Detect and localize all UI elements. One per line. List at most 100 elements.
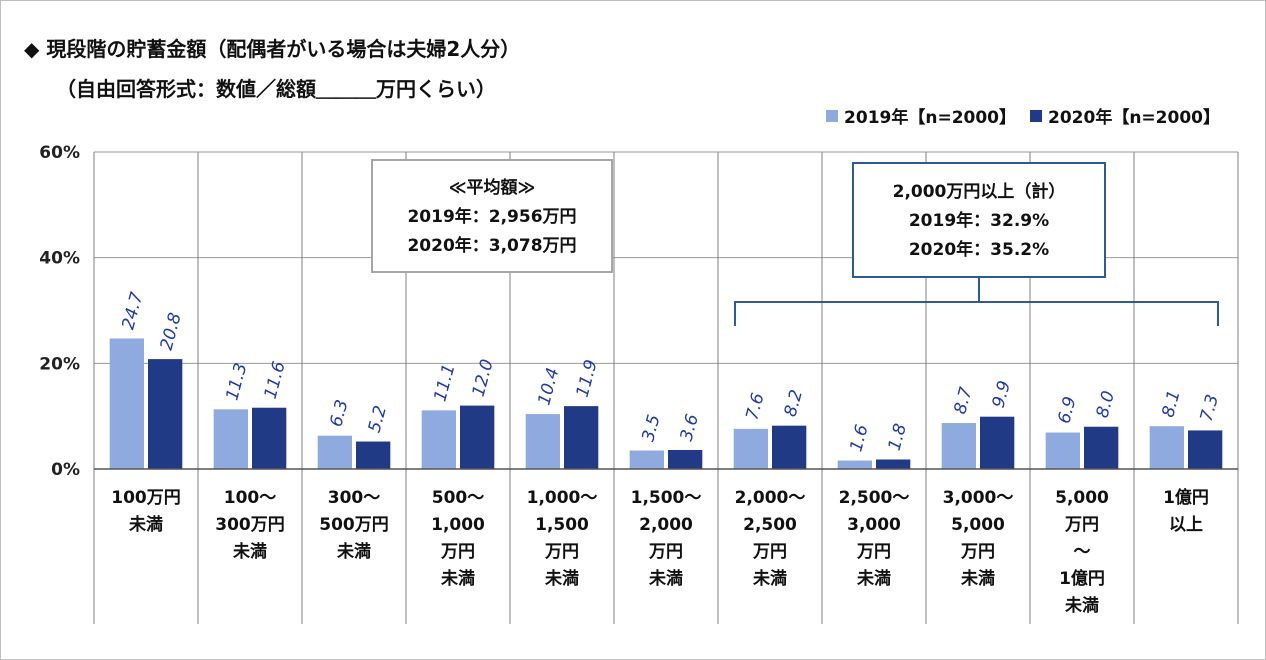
category-label: 未満 (336, 541, 371, 562)
total-box-heading: 2,000万円以上（計） (893, 181, 1066, 202)
category-label: 未満 (544, 568, 579, 589)
value-label-2019: 1.6 (846, 422, 872, 453)
average-box-heading: ≪平均額≫ (449, 177, 536, 198)
category-label: 3,000 (847, 515, 901, 535)
category-label: 以上 (1169, 515, 1203, 535)
category-label: 1億円 (1059, 568, 1105, 589)
category-label: 1,000 (431, 515, 485, 535)
value-label-2020: 1.8 (885, 421, 911, 452)
category-label: 万円 (1064, 515, 1099, 535)
category-label: 300万円 (215, 515, 285, 535)
category-label: 未満 (960, 568, 995, 589)
value-label-2019: 11.1 (430, 362, 459, 404)
bar-2020 (980, 416, 1015, 469)
bar-2020 (1084, 426, 1119, 469)
legend-label-2020: 2020年【n=2000】 (1048, 108, 1220, 128)
category-label: 万円 (856, 542, 891, 562)
category-label: 2,000～ (735, 488, 806, 508)
value-label-2019: 6.3 (326, 398, 352, 429)
bar-2019 (213, 409, 248, 469)
y-tick-label: 40% (39, 249, 80, 269)
category-label: 未満 (856, 568, 891, 589)
legend-swatch-2020 (1030, 109, 1043, 122)
category-label: 1,500 (535, 515, 589, 535)
value-label-2019: 6.9 (1054, 395, 1080, 426)
category-label: 1,500～ (631, 488, 702, 508)
total-box-2020: 2020年：35.2% (909, 239, 1049, 260)
value-label-2019: 10.4 (534, 366, 563, 408)
category-label: 未満 (1064, 595, 1099, 616)
category-label: 万円 (648, 542, 683, 562)
value-label-2020: 8.0 (1093, 389, 1119, 420)
bar-2019 (317, 435, 352, 469)
bar-2020 (876, 459, 911, 469)
category-label: 未満 (648, 568, 683, 589)
category-label: 未満 (440, 568, 475, 589)
category-label: 500～ (432, 488, 485, 508)
value-label-2019: 11.3 (222, 361, 251, 403)
bar-2019 (421, 410, 456, 469)
category-label: 1,000～ (527, 488, 598, 508)
category-label: 100万円 (111, 488, 181, 508)
total-annotation-box: 2,000万円以上（計） 2019年：32.9% 2020年：35.2% (734, 162, 1219, 326)
category-label: 未満 (232, 541, 267, 562)
y-tick-label: 0% (51, 460, 80, 480)
y-tick-label: 20% (39, 354, 80, 374)
average-box-border (371, 159, 613, 273)
bar-2020 (1188, 430, 1223, 469)
value-label-2019: 24.7 (118, 290, 147, 332)
value-label-2019: 7.6 (742, 391, 768, 422)
value-label-2020: 11.6 (261, 359, 290, 401)
legend-label-2019: 2019年【n=2000】 (844, 108, 1017, 128)
legend-item-2020: 2020年【n=2000】 (1030, 103, 1220, 128)
value-label-2020: 7.3 (1197, 392, 1223, 423)
value-label-2019: 8.1 (1158, 388, 1184, 419)
category-label: 300～ (328, 488, 381, 508)
chart-subtitle: （自由回答形式：数値／総額＿＿＿万円くらい） (56, 77, 496, 101)
chart-title: ◆ 現段階の貯蓄金額（配偶者がいる場合は夫婦2人分） (24, 37, 521, 61)
value-label-2020: 11.9 (573, 358, 602, 400)
bar-2019 (733, 428, 768, 469)
bar-2019 (1149, 426, 1184, 469)
total-box-2019: 2019年：32.9% (909, 210, 1049, 231)
legend-item-2019: 2019年【n=2000】 (826, 103, 1016, 128)
category-label: ～ (1074, 542, 1091, 562)
category-label: 未満 (752, 568, 787, 589)
category-label: 1億円 (1163, 487, 1209, 508)
category-label: 2,500～ (839, 488, 910, 508)
total-bracket (734, 277, 1219, 326)
bar-2020 (668, 449, 703, 469)
legend: 2019年【n=2000】 2020年【n=2000】 (826, 103, 1220, 128)
bar-2020 (356, 441, 391, 469)
total-box-border (852, 162, 1106, 278)
category-label: 万円 (544, 542, 579, 562)
average-annotation-box: ≪平均額≫ 2019年：2,956万円 2020年：3,078万円 (371, 159, 613, 273)
bar-2020 (148, 359, 183, 469)
legend-swatch-2019 (826, 109, 839, 122)
category-label: 万円 (960, 542, 995, 562)
bar-2020 (252, 407, 287, 469)
bar-2020 (564, 406, 599, 469)
bar-2019 (109, 338, 144, 469)
category-label: 500万円 (319, 515, 389, 535)
y-tick-label: 60% (39, 143, 80, 163)
category-label: 万円 (752, 542, 787, 562)
bar-2019 (1045, 432, 1080, 469)
bar-2019 (837, 460, 872, 469)
value-label-2020: 8.2 (781, 388, 807, 419)
value-label-2020: 20.8 (157, 310, 186, 352)
category-label: 5,000 (1055, 488, 1109, 508)
average-box-2020: 2020年：3,078万円 (407, 235, 576, 256)
category-label: 2,500 (743, 515, 797, 535)
average-box-2019: 2019年：2,956万円 (407, 206, 576, 227)
bar-2019 (629, 450, 664, 469)
category-label: 未満 (128, 514, 163, 535)
bar-2020 (460, 405, 495, 469)
category-label: 5,000 (951, 515, 1005, 535)
category-label: 2,000 (639, 515, 693, 535)
bar-2020 (772, 425, 807, 469)
bar-2019 (941, 423, 976, 469)
value-label-2019: 3.5 (638, 413, 664, 444)
